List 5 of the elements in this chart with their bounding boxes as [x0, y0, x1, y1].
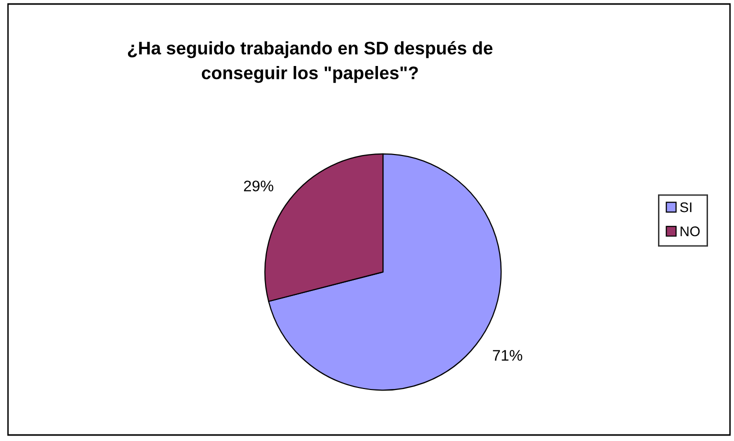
data-label: 29% [244, 180, 274, 192]
legend-label: SI [680, 202, 692, 212]
data-label: 71% [492, 350, 522, 361]
legend-label: NO [680, 226, 700, 236]
chart-title: ¿Ha seguido trabajando en SD después de conseguir los "papeles"? [128, 41, 492, 83]
